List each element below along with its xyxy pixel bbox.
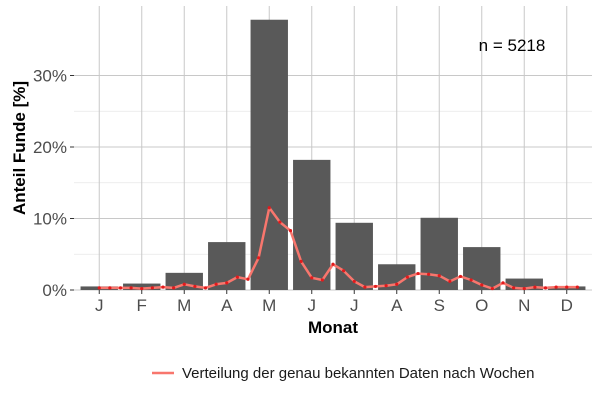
series-point-32 — [437, 274, 441, 278]
series-line — [99, 206, 578, 290]
series-point-45 — [575, 285, 579, 289]
series-point-22 — [331, 262, 335, 266]
series-point-2 — [118, 286, 123, 290]
series-point-14 — [246, 277, 250, 281]
series-point-39 — [512, 286, 516, 290]
series-point-1 — [108, 286, 112, 290]
bar-1 — [123, 283, 161, 290]
series-point-0 — [97, 286, 101, 290]
bar-8 — [420, 217, 458, 290]
series-point-38 — [501, 281, 505, 285]
x-tick-label: M — [177, 296, 191, 315]
series-point-23 — [342, 269, 346, 273]
series-point-33 — [448, 279, 452, 284]
legend-label: Verteilung der genau bekannten Daten nac… — [182, 365, 535, 382]
series-point-7 — [172, 286, 176, 290]
bar-10 — [505, 278, 543, 290]
series-point-24 — [352, 279, 356, 284]
y-tick-label: 0% — [42, 281, 67, 300]
series-point-25 — [363, 285, 367, 289]
bar-4 — [250, 19, 288, 290]
x-tick-label: J — [350, 296, 359, 315]
series-point-12 — [225, 281, 229, 285]
series-point-9 — [193, 284, 197, 289]
y-tick-label: 30% — [33, 67, 67, 86]
x-tick-label: N — [518, 296, 530, 315]
series-point-11 — [214, 282, 218, 286]
x-tick-label: M — [262, 296, 276, 315]
series-point-37 — [490, 286, 494, 291]
x-tick-label: J — [95, 296, 104, 315]
series-point-29 — [405, 275, 409, 279]
x-tick-label: O — [475, 296, 488, 315]
series-point-4 — [140, 286, 144, 291]
series-point-42 — [543, 286, 548, 290]
series-point-28 — [395, 282, 399, 286]
series-point-8 — [182, 282, 186, 286]
series-point-17 — [278, 220, 282, 224]
y-axis-title: Anteil Funde [%] — [10, 81, 29, 215]
plot-panel — [74, 6, 592, 290]
series-point-43 — [554, 285, 558, 289]
bar-5 — [293, 159, 331, 290]
x-tick-label: A — [221, 296, 233, 315]
series-point-18 — [288, 229, 293, 233]
x-axis-title: Monat — [308, 318, 358, 337]
x-tick-label: F — [137, 296, 147, 315]
y-tick-label: 20% — [33, 138, 67, 157]
series-point-35 — [469, 278, 473, 282]
series-point-36 — [480, 283, 484, 287]
series-point-31 — [427, 272, 431, 276]
x-tick-label: D — [561, 296, 573, 315]
series-point-26 — [373, 284, 378, 289]
series-point-3 — [129, 286, 133, 290]
series-point-30 — [416, 271, 420, 276]
series-point-15 — [257, 256, 261, 260]
series-point-16 — [267, 206, 271, 210]
series-point-40 — [522, 286, 526, 291]
series-point-19 — [299, 259, 303, 263]
series-point-41 — [533, 285, 537, 289]
series-point-5 — [150, 286, 154, 290]
series-point-6 — [161, 285, 165, 289]
x-tick-label: S — [434, 296, 445, 315]
series-point-27 — [384, 284, 388, 288]
series-point-34 — [458, 274, 463, 279]
x-tick-label: A — [391, 296, 403, 315]
x-tick-label: J — [308, 296, 317, 315]
weekly-line — [97, 206, 579, 291]
bar-9 — [463, 247, 501, 290]
series-point-10 — [203, 286, 208, 290]
legend: Verteilung der genau bekannten Daten nac… — [152, 365, 535, 382]
y-axis-ticks: 0% 10% 20% 30% — [33, 67, 74, 300]
series-point-44 — [565, 285, 569, 289]
y-tick-label: 10% — [33, 210, 67, 229]
series-point-20 — [310, 276, 314, 280]
annotation-n: n = 5218 — [479, 36, 546, 55]
series-point-21 — [320, 278, 324, 282]
bar-6 — [335, 222, 373, 290]
series-point-13 — [235, 275, 239, 279]
